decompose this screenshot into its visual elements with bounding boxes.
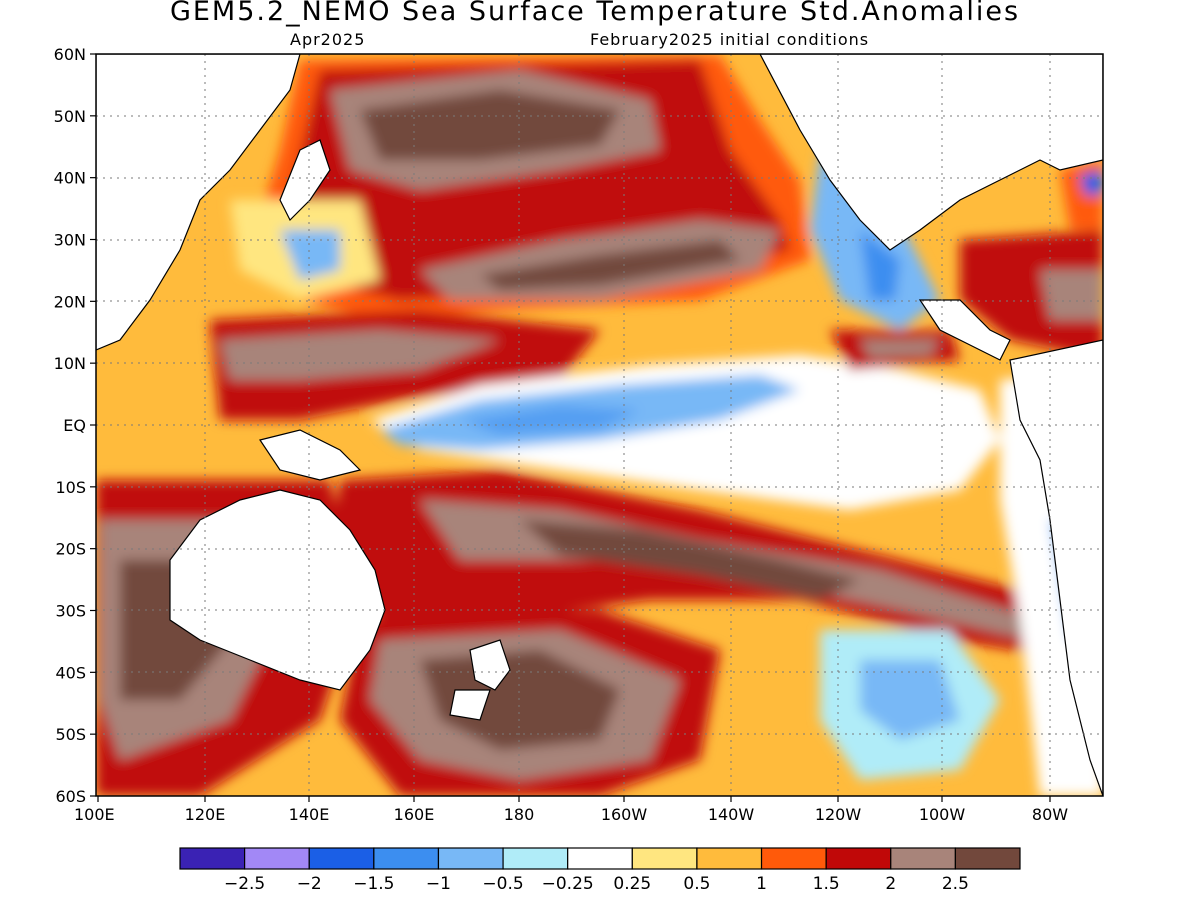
- lon-label: 100W: [919, 805, 966, 824]
- lat-label: 60N: [54, 45, 86, 64]
- colorbar-swatch: [308, 847, 375, 870]
- lon-label: 180: [504, 805, 535, 824]
- colorbar-swatch: [373, 847, 440, 870]
- lon-label: 120E: [185, 805, 226, 824]
- lat-label: 10S: [55, 478, 86, 497]
- colorbar-label: 2.5: [942, 874, 969, 894]
- lon-label: 120W: [815, 805, 862, 824]
- colorbar-swatch: [696, 847, 763, 870]
- colorbar-label: −2: [297, 874, 322, 894]
- colorbar-swatch: [631, 847, 698, 870]
- lat-label: 30S: [55, 602, 86, 621]
- colorbar-label: 2: [885, 874, 896, 894]
- colorbar-label: −1: [426, 874, 451, 894]
- lon-label: 100E: [74, 805, 115, 824]
- colorbar-swatch: [567, 847, 633, 870]
- colorbar-label: 1: [756, 874, 767, 894]
- colorbar-swatch: [502, 847, 569, 870]
- colorbar-label: 1.5: [813, 874, 840, 894]
- colorbar-label: −0.5: [482, 874, 523, 894]
- colorbar-swatch: [890, 847, 956, 870]
- lat-label: 60S: [55, 787, 86, 806]
- initial-conditions-label: February2025 initial conditions: [590, 30, 870, 49]
- anomaly-field: [96, 54, 1103, 796]
- colorbar-swatch: [760, 847, 827, 870]
- land-masses: [96, 54, 1103, 796]
- lat-label: 30N: [54, 231, 86, 250]
- colorbar-label: −2.5: [224, 874, 265, 894]
- colorbar-label: −1.5: [353, 874, 394, 894]
- lat-label: 50S: [55, 725, 86, 744]
- colorbar-swatch: [825, 847, 892, 870]
- lat-label: 10N: [54, 354, 86, 373]
- colorbar-swatch: [437, 847, 504, 870]
- target-month-label: Apr2025: [290, 30, 366, 49]
- lat-label: 40N: [54, 169, 86, 188]
- longitude-axis: 100E 120E 140E 160E 180 160W 140W 120W 100W 80W: [74, 796, 1068, 824]
- colorbar-swatch: [954, 847, 1021, 870]
- lon-label: 160W: [601, 805, 648, 824]
- map-gridlines: [96, 54, 1103, 796]
- colorbar-swatch: [244, 847, 310, 870]
- colorbar-label: 0.25: [613, 874, 651, 894]
- lat-label: 20S: [55, 540, 86, 559]
- lat-label: 50N: [54, 107, 86, 126]
- lon-label: 140E: [289, 805, 330, 824]
- colorbar-label: 0.5: [683, 874, 710, 894]
- colorbar-label: −0.25: [542, 874, 594, 894]
- colorbar-swatch: [179, 847, 246, 870]
- lon-label: 140W: [708, 805, 755, 824]
- colorbar: −2.5 −2 −1.5 −1 −0.5 −0.25 0.25 0.5 1 1.5 2 2.5: [179, 847, 1021, 894]
- lat-label: EQ: [63, 416, 86, 435]
- lon-label: 160E: [394, 805, 435, 824]
- latitude-axis: 60N 50N 40N 30N 20N 10N EQ 10S 20S 30S 40S 50S 60S: [54, 45, 96, 806]
- map-title: GEM5.2_NEMO Sea Surface Temperature Std.…: [169, 0, 1021, 27]
- lat-label: 20N: [54, 292, 86, 311]
- lon-label: 80W: [1032, 805, 1068, 824]
- lat-label: 40S: [55, 663, 86, 682]
